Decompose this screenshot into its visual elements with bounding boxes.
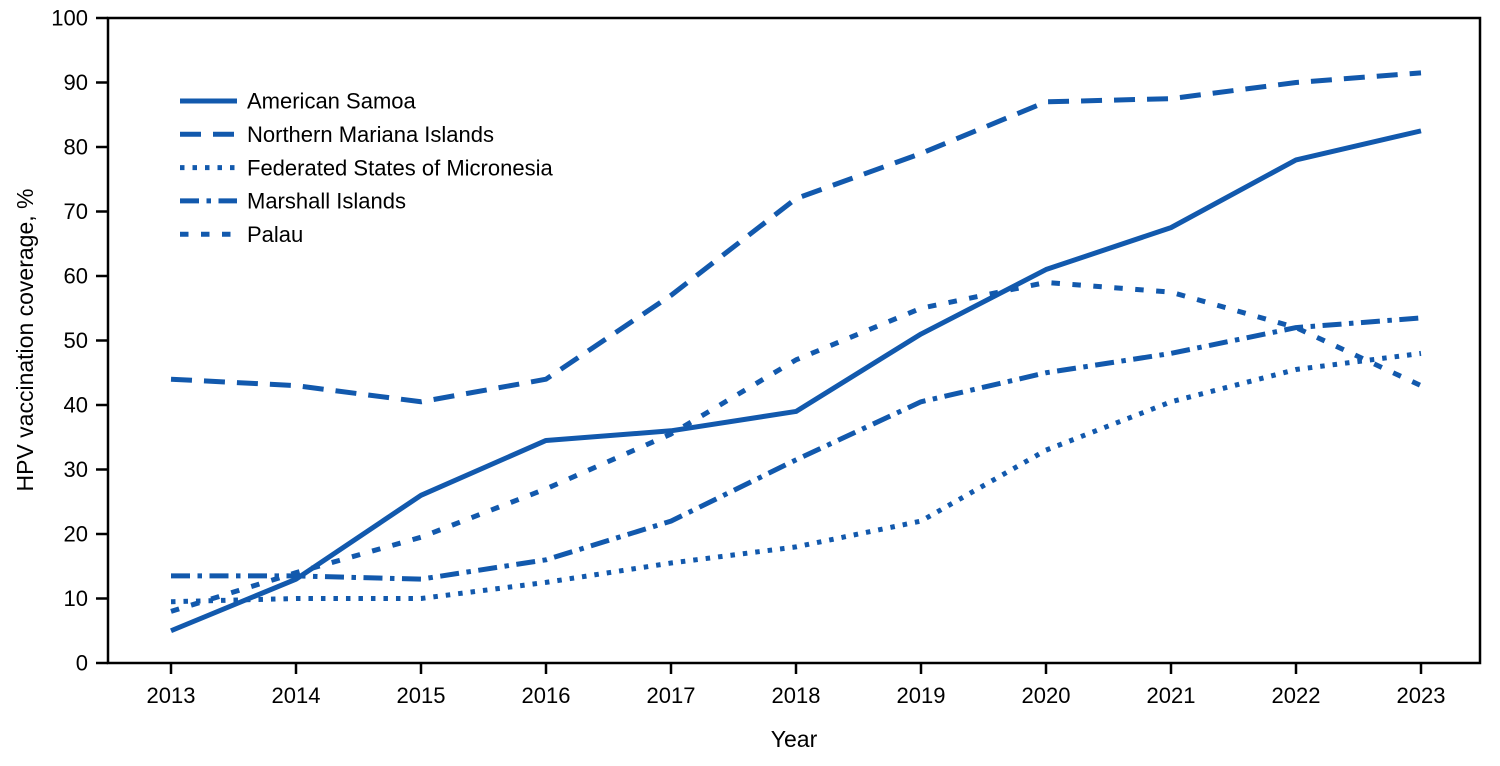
- x-tick-label: 2022: [1272, 683, 1321, 708]
- y-tick-label: 90: [64, 70, 88, 95]
- x-tick-label: 2021: [1147, 683, 1196, 708]
- plot-area: 0 10 20 30 40 50 60 70 80 90 100 2013 2014 2015 2016 20…: [51, 6, 1445, 708]
- legend-label-american-samoa: American Samoa: [247, 89, 417, 114]
- series-line-american-samoa: [170, 128, 1422, 634]
- legend-label-palau: Palau: [247, 222, 303, 247]
- x-tick-label: 2016: [522, 683, 571, 708]
- x-tick-label: 2023: [1397, 683, 1446, 708]
- y-tick-label: 10: [64, 586, 88, 611]
- x-tick-label: 2014: [272, 683, 321, 708]
- y-tick-label: 60: [64, 264, 88, 289]
- series-line-federated-states-of-micronesia: [170, 350, 1422, 605]
- series-line-northern-mariana-islands: [170, 70, 1422, 405]
- x-tick-label: 2020: [1022, 683, 1071, 708]
- x-tick-label: 2013: [147, 683, 196, 708]
- legend-label-federated-states-of-micronesia: Federated States of Micronesia: [247, 155, 553, 180]
- x-tick-label: 2017: [647, 683, 696, 708]
- y-tick-label: 100: [51, 6, 88, 31]
- y-tick-label: 70: [64, 199, 88, 224]
- y-tick-label: 80: [64, 135, 88, 160]
- x-tick-label: 2018: [772, 683, 821, 708]
- x-tick-label: 2015: [397, 683, 446, 708]
- y-tick-label: 30: [64, 457, 88, 482]
- y-axis-title: HPV vaccination coverage, %: [12, 189, 38, 492]
- legend-label-northern-mariana-islands: Northern Mariana Islands: [247, 122, 494, 147]
- x-tick-label: 2019: [897, 683, 946, 708]
- series-line-marshall-islands: [171, 315, 1422, 582]
- y-tick-label: 20: [64, 522, 88, 547]
- x-axis-title: Year: [771, 726, 818, 752]
- y-tick-label: 50: [64, 328, 88, 353]
- series-line-palau: [170, 279, 1423, 614]
- y-tick-label: 0: [76, 651, 88, 676]
- y-tick-label: 40: [64, 393, 88, 418]
- legend-label-marshall-islands: Marshall Islands: [247, 189, 406, 214]
